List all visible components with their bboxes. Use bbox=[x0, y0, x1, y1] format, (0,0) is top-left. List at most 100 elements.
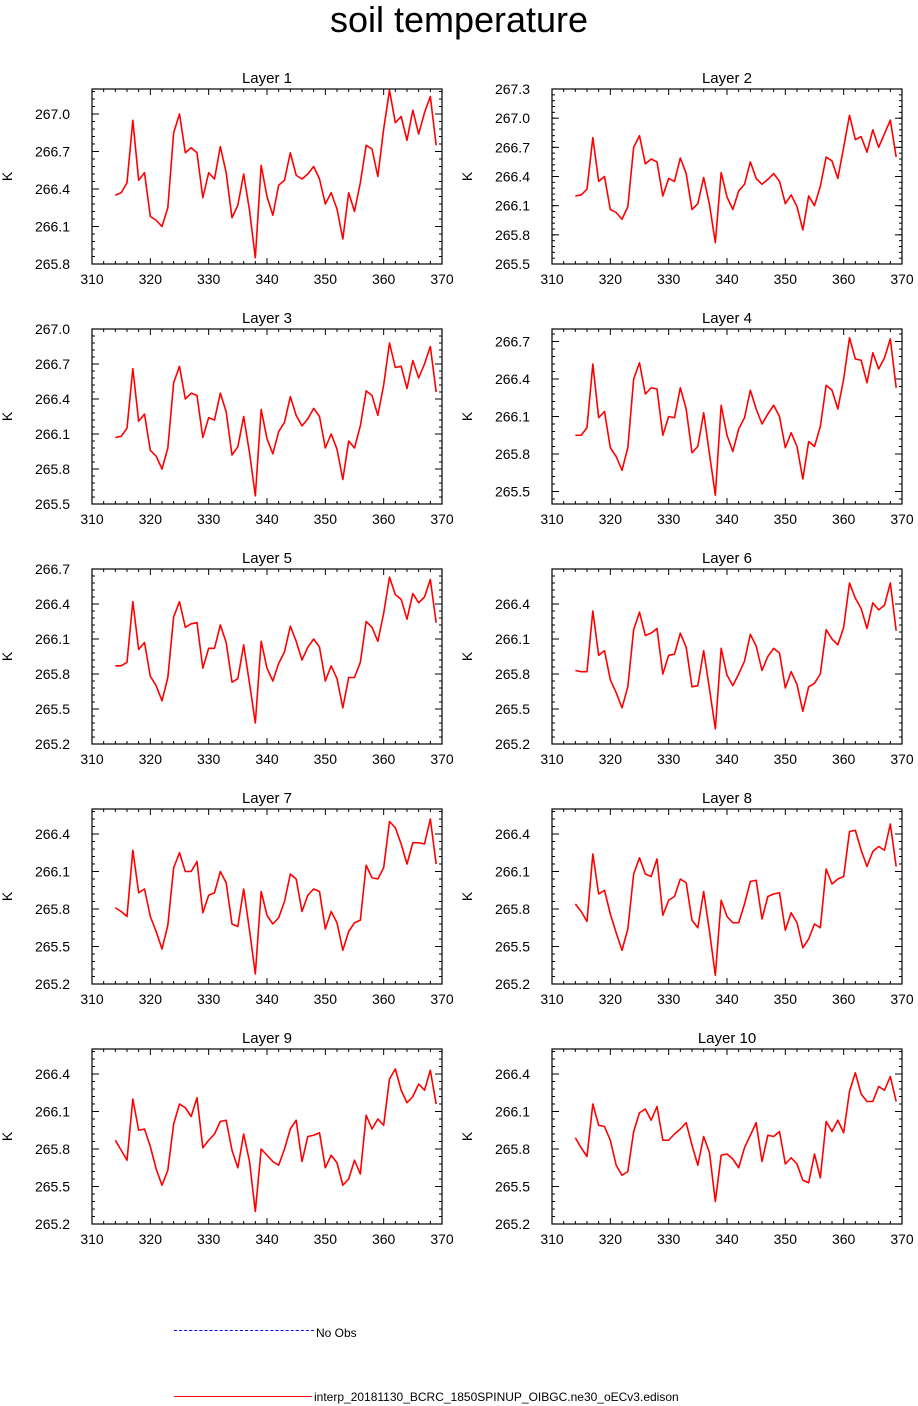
x-tick-label: 350 bbox=[774, 751, 798, 767]
y-axis-label: K bbox=[459, 1131, 475, 1141]
x-tick-label: 370 bbox=[430, 1231, 454, 1247]
y-tick-label: 266.7 bbox=[35, 356, 70, 372]
x-tick-label: 370 bbox=[430, 511, 454, 527]
x-tick-label: 350 bbox=[774, 271, 798, 287]
y-tick-label: 266.1 bbox=[495, 631, 530, 647]
y-tick-label: 265.5 bbox=[495, 256, 530, 272]
y-tick-label: 266.7 bbox=[495, 334, 530, 350]
legend-model-line bbox=[174, 1396, 312, 1397]
y-tick-label: 266.1 bbox=[495, 198, 530, 214]
x-tick-label: 310 bbox=[540, 751, 564, 767]
x-tick-label: 360 bbox=[372, 991, 396, 1007]
x-tick-label: 360 bbox=[832, 271, 856, 287]
y-tick-label: 265.5 bbox=[495, 701, 530, 717]
x-tick-label: 350 bbox=[314, 991, 338, 1007]
y-tick-label: 266.1 bbox=[495, 409, 530, 425]
x-tick-label: 320 bbox=[599, 511, 623, 527]
x-tick-label: 320 bbox=[599, 1231, 623, 1247]
y-tick-label: 265.8 bbox=[35, 461, 70, 477]
chart-title: Layer 4 bbox=[702, 310, 752, 327]
y-tick-label: 267.3 bbox=[495, 81, 530, 97]
y-axis-label: K bbox=[459, 651, 475, 661]
chart-title: Layer 5 bbox=[242, 550, 292, 567]
y-tick-label: 266.4 bbox=[495, 1066, 530, 1082]
y-tick-label: 266.4 bbox=[35, 391, 70, 407]
y-tick-label: 265.2 bbox=[495, 736, 530, 752]
plot-frame bbox=[551, 568, 903, 745]
chart-title: Layer 1 bbox=[242, 70, 292, 87]
chart-layer-9: Layer 9 K 310 320 330 340 350 360 370 265.2 265.5 2… bbox=[0, 1030, 454, 1247]
x-tick-label: 320 bbox=[139, 991, 163, 1007]
x-tick-label: 360 bbox=[372, 511, 396, 527]
x-tick-label: 370 bbox=[430, 751, 454, 767]
x-tick-label: 360 bbox=[372, 1231, 396, 1247]
x-tick-label: 310 bbox=[80, 991, 104, 1007]
x-tick-label: 320 bbox=[139, 271, 163, 287]
y-tick-label: 265.5 bbox=[495, 484, 530, 500]
x-tick-label: 350 bbox=[774, 1231, 798, 1247]
y-tick-label: 266.1 bbox=[35, 631, 70, 647]
x-tick-label: 330 bbox=[657, 511, 681, 527]
x-tick-label: 330 bbox=[657, 751, 681, 767]
x-tick-label: 360 bbox=[832, 511, 856, 527]
x-tick-label: 340 bbox=[255, 511, 279, 527]
page-title: soil temperature bbox=[329, 0, 589, 40]
y-tick-label: 265.5 bbox=[35, 701, 70, 717]
chart-layer-7: Layer 7 K 310 320 330 340 350 360 370 265.2 265.5 2… bbox=[0, 790, 454, 1007]
y-tick-label: 265.5 bbox=[35, 496, 70, 512]
y-tick-label: 265.8 bbox=[35, 666, 70, 682]
x-tick-label: 310 bbox=[80, 1231, 104, 1247]
x-tick-label: 320 bbox=[139, 511, 163, 527]
y-tick-label: 266.7 bbox=[495, 139, 530, 155]
x-tick-label: 330 bbox=[657, 991, 681, 1007]
plot-frame bbox=[91, 1048, 443, 1225]
plot-frame bbox=[91, 568, 443, 745]
x-tick-label: 320 bbox=[599, 991, 623, 1007]
legend-no-obs-label: No Obs bbox=[316, 1326, 357, 1340]
y-tick-label: 265.5 bbox=[35, 1179, 70, 1195]
x-tick-label: 330 bbox=[657, 271, 681, 287]
y-tick-label: 267.0 bbox=[495, 110, 530, 126]
y-tick-label: 266.4 bbox=[35, 596, 70, 612]
x-tick-label: 350 bbox=[774, 511, 798, 527]
x-tick-label: 310 bbox=[540, 1231, 564, 1247]
x-tick-label: 310 bbox=[540, 991, 564, 1007]
y-tick-label: 265.8 bbox=[35, 1141, 70, 1157]
y-tick-label: 265.5 bbox=[495, 939, 530, 955]
chart-layer-6: Layer 6 K 310 320 330 340 350 360 370 265.2 265.5 2… bbox=[459, 550, 914, 767]
series-line bbox=[114, 1068, 437, 1213]
chart-layer-10: Layer 10 K 310 320 330 340 350 360 370 265.2 265.5… bbox=[459, 1030, 914, 1247]
series-line bbox=[574, 1071, 897, 1203]
x-tick-label: 350 bbox=[774, 991, 798, 1007]
y-tick-label: 265.8 bbox=[495, 227, 530, 243]
x-tick-label: 370 bbox=[890, 751, 914, 767]
y-axis-label: K bbox=[0, 651, 15, 661]
x-tick-label: 360 bbox=[372, 751, 396, 767]
chart-title: Layer 3 bbox=[242, 310, 292, 327]
y-tick-label: 265.8 bbox=[35, 256, 70, 272]
y-tick-label: 266.1 bbox=[495, 1104, 530, 1120]
chart-title: Layer 9 bbox=[242, 1030, 292, 1047]
x-tick-label: 310 bbox=[540, 511, 564, 527]
x-tick-label: 340 bbox=[255, 751, 279, 767]
x-tick-label: 360 bbox=[832, 1231, 856, 1247]
chart-layer-1: Layer 1 K 310 320 330 340 350 360 370 265.8 266.1 2… bbox=[0, 70, 454, 287]
y-axis-label: K bbox=[459, 171, 475, 181]
chart-layer-4: Layer 4 K 310 320 330 340 350 360 370 265.5 265.8 2… bbox=[459, 310, 914, 527]
x-tick-label: 370 bbox=[430, 271, 454, 287]
x-tick-label: 370 bbox=[430, 991, 454, 1007]
x-tick-label: 330 bbox=[197, 1231, 221, 1247]
chart-layer-8: Layer 8 K 310 320 330 340 350 360 370 265.2 265.5 2… bbox=[459, 790, 914, 1007]
y-tick-label: 265.8 bbox=[495, 446, 530, 462]
y-tick-label: 266.4 bbox=[495, 371, 530, 387]
chart-title: Layer 7 bbox=[242, 790, 292, 807]
chart-title: Layer 10 bbox=[698, 1030, 756, 1047]
y-tick-label: 266.1 bbox=[495, 864, 530, 880]
y-axis-label: K bbox=[0, 411, 15, 421]
x-tick-label: 340 bbox=[715, 1231, 739, 1247]
x-tick-label: 350 bbox=[314, 511, 338, 527]
x-tick-label: 330 bbox=[197, 991, 221, 1007]
chart-layer-5: Layer 5 K 310 320 330 340 350 360 370 265.2 265.5 2… bbox=[0, 550, 454, 767]
x-tick-label: 320 bbox=[139, 1231, 163, 1247]
